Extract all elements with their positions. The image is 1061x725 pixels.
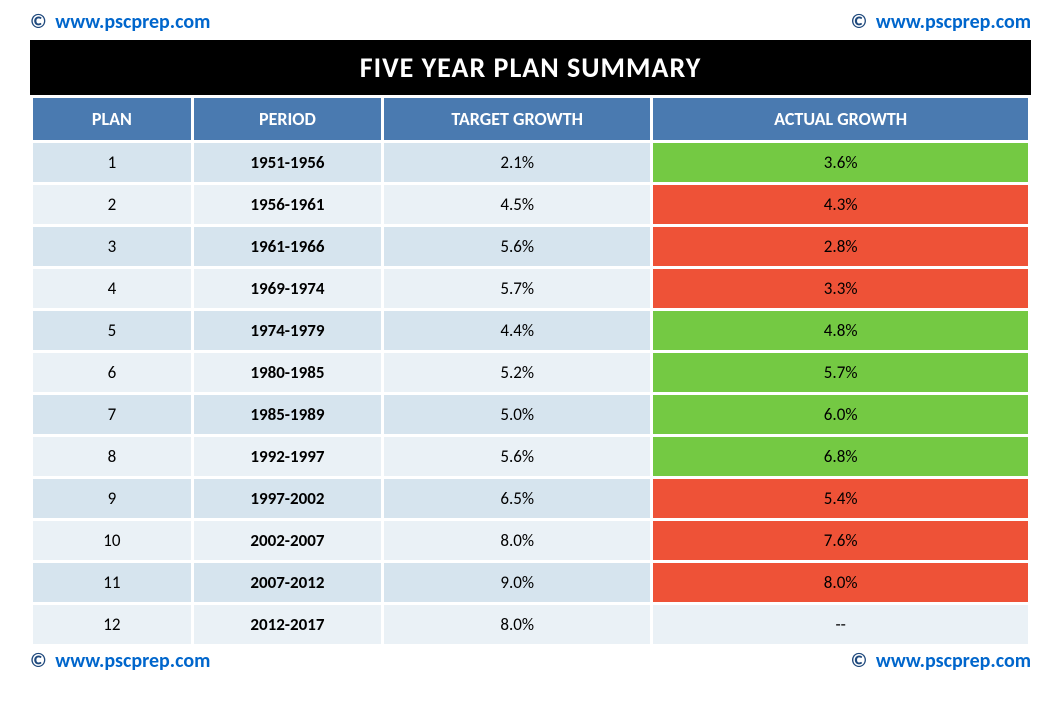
watermark-top-right: © www.pscprep.com [851, 10, 1031, 34]
cell-actual: -- [653, 605, 1028, 644]
cell-period: 1992-1997 [194, 437, 381, 476]
cell-target: 5.6% [384, 437, 650, 476]
cell-period: 1974-1979 [194, 311, 381, 350]
watermark-bottom: © www.pscprep.com © www.pscprep.com [30, 647, 1031, 679]
cell-actual: 7.6% [653, 521, 1028, 560]
cell-period: 1985-1989 [194, 395, 381, 434]
table-row: 112007-20129.0%8.0% [33, 563, 1028, 602]
table-row: 51974-19794.4%4.8% [33, 311, 1028, 350]
copyright-icon: © [30, 10, 47, 34]
cell-plan: 5 [33, 311, 191, 350]
table-row: 61980-19855.2%5.7% [33, 353, 1028, 392]
cell-target: 6.5% [384, 479, 650, 518]
cell-actual: 3.6% [653, 143, 1028, 182]
table-header-row: PLAN PERIOD TARGET GROWTH ACTUAL GROWTH [33, 98, 1028, 140]
table-row: 102002-20078.0%7.6% [33, 521, 1028, 560]
plan-summary-table: PLAN PERIOD TARGET GROWTH ACTUAL GROWTH … [30, 95, 1031, 647]
cell-period: 1956-1961 [194, 185, 381, 224]
cell-target: 9.0% [384, 563, 650, 602]
cell-plan: 1 [33, 143, 191, 182]
watermark-bottom-right: © www.pscprep.com [851, 649, 1031, 673]
cell-actual: 6.0% [653, 395, 1028, 434]
cell-actual: 4.3% [653, 185, 1028, 224]
page-title: FIVE YEAR PLAN SUMMARY [30, 40, 1031, 95]
table-row: 31961-19665.6%2.8% [33, 227, 1028, 266]
cell-target: 5.0% [384, 395, 650, 434]
cell-period: 1961-1966 [194, 227, 381, 266]
cell-target: 8.0% [384, 605, 650, 644]
table-row: 122012-20178.0%-- [33, 605, 1028, 644]
watermark-top: © www.pscprep.com © www.pscprep.com [30, 8, 1031, 40]
cell-period: 1969-1974 [194, 269, 381, 308]
cell-period: 2012-2017 [194, 605, 381, 644]
copyright-icon: © [851, 10, 868, 34]
cell-plan: 12 [33, 605, 191, 644]
cell-actual: 5.7% [653, 353, 1028, 392]
cell-target: 5.2% [384, 353, 650, 392]
table-row: 91997-20026.5%5.4% [33, 479, 1028, 518]
watermark-url: www.pscprep.com [876, 649, 1031, 673]
cell-target: 5.7% [384, 269, 650, 308]
col-actual: ACTUAL GROWTH [653, 98, 1028, 140]
cell-period: 2002-2007 [194, 521, 381, 560]
cell-actual: 8.0% [653, 563, 1028, 602]
cell-plan: 11 [33, 563, 191, 602]
cell-plan: 3 [33, 227, 191, 266]
watermark-url: www.pscprep.com [55, 10, 210, 34]
col-target: TARGET GROWTH [384, 98, 650, 140]
cell-target: 8.0% [384, 521, 650, 560]
watermark-url: www.pscprep.com [55, 649, 210, 673]
cell-actual: 3.3% [653, 269, 1028, 308]
cell-target: 4.4% [384, 311, 650, 350]
cell-plan: 10 [33, 521, 191, 560]
cell-actual: 4.8% [653, 311, 1028, 350]
cell-actual: 2.8% [653, 227, 1028, 266]
table-row: 71985-19895.0%6.0% [33, 395, 1028, 434]
cell-plan: 9 [33, 479, 191, 518]
cell-period: 1997-2002 [194, 479, 381, 518]
cell-period: 2007-2012 [194, 563, 381, 602]
cell-plan: 2 [33, 185, 191, 224]
cell-target: 4.5% [384, 185, 650, 224]
table-row: 41969-19745.7%3.3% [33, 269, 1028, 308]
table-row: 21956-19614.5%4.3% [33, 185, 1028, 224]
cell-plan: 4 [33, 269, 191, 308]
cell-target: 2.1% [384, 143, 650, 182]
col-plan: PLAN [33, 98, 191, 140]
cell-period: 1980-1985 [194, 353, 381, 392]
cell-plan: 7 [33, 395, 191, 434]
col-period: PERIOD [194, 98, 381, 140]
copyright-icon: © [30, 649, 47, 673]
watermark-bottom-left: © www.pscprep.com [30, 649, 210, 673]
cell-plan: 6 [33, 353, 191, 392]
watermark-top-left: © www.pscprep.com [30, 10, 210, 34]
cell-plan: 8 [33, 437, 191, 476]
table-row: 81992-19975.6%6.8% [33, 437, 1028, 476]
cell-period: 1951-1956 [194, 143, 381, 182]
cell-actual: 6.8% [653, 437, 1028, 476]
cell-actual: 5.4% [653, 479, 1028, 518]
watermark-url: www.pscprep.com [876, 10, 1031, 34]
copyright-icon: © [851, 649, 868, 673]
table-row: 11951-19562.1%3.6% [33, 143, 1028, 182]
cell-target: 5.6% [384, 227, 650, 266]
